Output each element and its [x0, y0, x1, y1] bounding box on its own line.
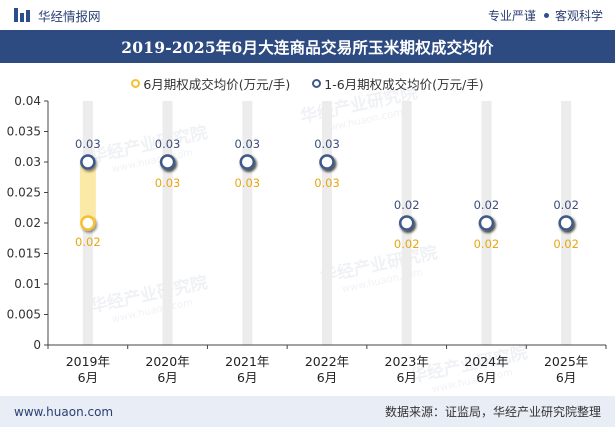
data-source: 数据来源：证监局，华经产业研究院整理 [384, 405, 601, 419]
y-tick-label: 0.04 [14, 94, 41, 108]
data-label-monthly-5: 0.02 [474, 237, 500, 251]
y-tick-label: 0.015 [7, 247, 41, 261]
y-tick-label: 0.025 [7, 186, 41, 200]
data-label-ytd-5: 0.02 [474, 198, 500, 212]
chart-title-bar: 2019-2025年6月大连商品交易所玉米期权成交均价 [0, 30, 615, 63]
x-tick-label: 2024年 [464, 354, 508, 369]
legend-item-monthly: 6月期权成交均价(万元/手) [131, 74, 290, 93]
data-label-ytd-2: 0.03 [234, 137, 260, 151]
x-tick-label: 2021年 [225, 354, 269, 369]
data-point-ytd-4 [398, 215, 415, 231]
range-bar-0 [79, 162, 96, 223]
data-label-monthly-1: 0.03 [155, 176, 181, 190]
data-point-ytd-3 [319, 154, 335, 170]
category-column-3 [322, 101, 332, 345]
y-tick-label: 0.035 [7, 125, 41, 139]
data-point-ytd-6 [558, 215, 574, 231]
data-label-monthly-3: 0.03 [314, 176, 340, 190]
x-tick-label: 2019年 [66, 354, 110, 369]
data-label-monthly-6: 0.02 [553, 237, 579, 251]
top-bar: 华经情报网 专业严谨 客观科学 [0, 0, 615, 30]
footer: www.huaon.com 数据来源：证监局，华经产业研究院整理 [0, 396, 615, 427]
x-tick-label: 6月 [157, 370, 177, 385]
brand-logo-icon [14, 8, 30, 22]
x-tick-label: 6月 [476, 370, 496, 385]
category-column-1 [162, 101, 173, 345]
brand: 华经情报网 [14, 6, 101, 25]
x-tick-label: 2022年 [305, 354, 349, 369]
slogan-right: 客观科学 [554, 8, 603, 23]
chart-legend: 6月期权成交均价(万元/手) 1-6月期权成交均价(万元/手) [0, 74, 615, 93]
data-point-ytd-1 [159, 154, 176, 170]
x-tick-label: 2020年 [145, 354, 189, 369]
slogan: 专业严谨 客观科学 [488, 7, 603, 24]
y-tick-label: 0.02 [14, 216, 41, 230]
data-label-monthly-0: 0.02 [75, 235, 101, 249]
legend-marker-monthly [131, 79, 141, 88]
brand-name: 华经情报网 [38, 8, 101, 24]
chart-title: 2019-2025年6月大连商品交易所玉米期权成交均价 [121, 37, 494, 57]
legend-item-ytd: 1-6月期权成交均价(万元/手) [312, 74, 484, 93]
x-tick-label: 2023年 [385, 354, 429, 369]
x-tick-label: 6月 [237, 370, 257, 385]
x-tick-label: 6月 [78, 370, 98, 385]
legend-label-monthly: 6月期权成交均价(万元/手) [143, 77, 291, 92]
data-point-ytd-0 [80, 154, 96, 170]
data-point-ytd-5 [478, 215, 495, 231]
x-tick-label: 2025年 [544, 354, 588, 369]
y-tick-label: 0.005 [7, 308, 41, 322]
data-label-ytd-0: 0.03 [75, 137, 101, 151]
x-tick-label: 6月 [396, 370, 416, 385]
x-tick-label: 6月 [317, 370, 337, 385]
y-tick-label: 0 [33, 338, 41, 352]
x-tick-label: 6月 [556, 370, 576, 385]
legend-marker-ytd [312, 79, 322, 88]
y-tick-label: 0.01 [14, 277, 41, 291]
y-tick-label: 0.03 [14, 155, 41, 169]
category-column-2 [242, 101, 253, 345]
data-label-ytd-3: 0.03 [314, 137, 340, 151]
data-point-monthly-0 [80, 215, 96, 231]
bullet-dot-icon [543, 12, 549, 18]
legend-label-ytd: 1-6月期权成交均价(万元/手) [324, 77, 484, 92]
data-point-ytd-2 [239, 154, 256, 170]
data-label-monthly-2: 0.03 [234, 176, 260, 190]
data-label-ytd-6: 0.02 [553, 198, 579, 212]
data-label-ytd-4: 0.02 [394, 198, 420, 212]
footer-url: www.huaon.com [14, 404, 114, 419]
data-label-ytd-1: 0.03 [155, 137, 181, 151]
data-label-monthly-4: 0.02 [394, 237, 420, 251]
slogan-left: 专业严谨 [487, 8, 536, 23]
